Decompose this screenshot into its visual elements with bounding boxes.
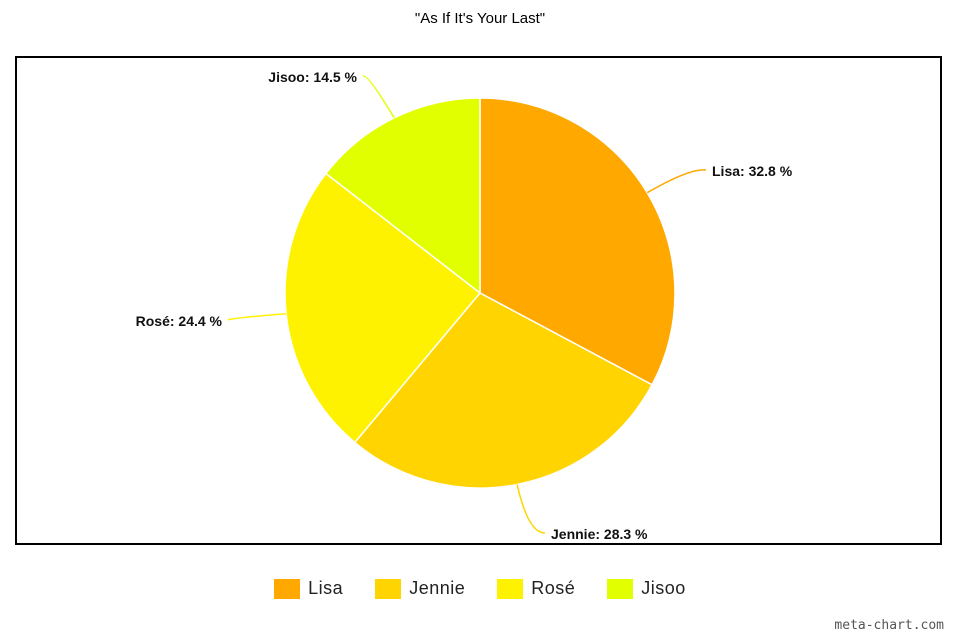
legend-label: Rosé [531, 578, 576, 598]
legend: Lisa Jennie Rosé Jisoo [0, 578, 960, 599]
leader-line-jennie [516, 484, 546, 534]
leader-line-lisa [646, 169, 707, 194]
pie-slice-lisa [479, 97, 676, 386]
legend-label: Lisa [308, 578, 344, 598]
pie-slice-jennie [353, 292, 654, 489]
legend-item: Lisa [274, 578, 343, 599]
legend-item: Jisoo [607, 578, 686, 599]
legend-swatch [497, 578, 524, 599]
data-label-lisa: Lisa: 32.8 % [712, 163, 793, 179]
legend-label: Jisoo [641, 578, 686, 598]
plot-frame [15, 56, 942, 545]
legend-swatch [375, 578, 402, 599]
leader-line-ros [227, 313, 287, 321]
pie-slice-ros [284, 172, 482, 444]
legend-swatch [274, 578, 301, 599]
legend-label: Jennie [409, 578, 466, 598]
pie-slice-jisoo [324, 97, 481, 295]
data-label-jennie: Jennie: 28.3 % [551, 526, 648, 542]
leader-line-jisoo [362, 75, 395, 119]
data-label-ros: Rosé: 24.4 % [136, 313, 223, 329]
data-label-jisoo: Jisoo: 14.5 % [268, 69, 357, 85]
legend-item: Jennie [375, 578, 465, 599]
watermark: meta-chart.com [834, 618, 944, 633]
legend-item: Rosé [497, 578, 575, 599]
legend-swatch [607, 578, 634, 599]
chart-title: "As If It's Your Last" [414, 10, 546, 27]
